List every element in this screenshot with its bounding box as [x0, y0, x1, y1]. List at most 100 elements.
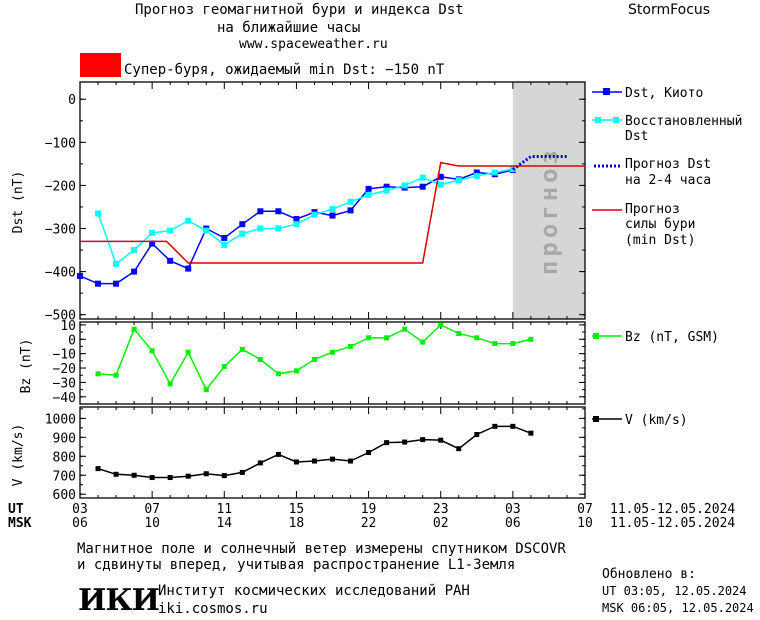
ut-tick-label: 11 [216, 502, 232, 517]
forecast-region-label: прогноз [535, 146, 563, 275]
legend-forecast-1: Прогноз Dst [625, 157, 711, 172]
bz-ytick-label: −10 [53, 348, 76, 363]
dst-series-1-line [97, 168, 513, 266]
msk-tick-label: 18 [289, 516, 305, 531]
bz-ytick-label: 10 [60, 319, 76, 334]
dst-series-0-point [167, 257, 174, 264]
dst-series-0-point [185, 265, 192, 272]
dst-series-3-line [80, 161, 585, 264]
dst-series-0-point [419, 183, 426, 190]
ut-axis-label: UT [8, 502, 24, 517]
site-link[interactable]: www.spaceweather.ru [239, 37, 388, 52]
msk-tick-label: 02 [433, 516, 449, 531]
bz-series-0-point [366, 335, 372, 341]
v-series-0-point [330, 456, 335, 462]
dst-series-1-point [455, 177, 462, 184]
bz-series-0-point [420, 339, 426, 345]
dst-series-0-point [149, 240, 156, 247]
dst-series-0-point [437, 173, 444, 180]
bz-series-0-point [239, 346, 245, 352]
bz-series-0-point [275, 371, 281, 377]
storm-forecast-text: Супер-буря, ожидаемый min Dst: −150 nT [124, 62, 445, 78]
legend-restored-marker [595, 117, 601, 123]
measurement-note-line2: и сдвинуты вперед, учитывая распростране… [77, 557, 516, 573]
dst-series-1-point [221, 241, 228, 248]
ut-tick-label: 07 [577, 502, 593, 517]
dst-series-0-point [113, 280, 120, 287]
updated-ut: UT 03:05, 12.05.2024 [602, 584, 747, 598]
measurement-note-line1: Магнитное поле и солнечный ветер измерен… [77, 541, 566, 557]
v-series-0-point [149, 475, 155, 481]
dst-series-0-point [293, 216, 300, 223]
bz-ytick-label: −20 [53, 362, 76, 377]
v-series-0-point [474, 431, 480, 437]
dst-series-1-point [95, 210, 102, 217]
institute-link[interactable]: iki.cosmos.ru [158, 601, 268, 617]
v-series-0-point [528, 430, 534, 436]
dst-ytick-label: −300 [45, 223, 76, 238]
legend-dst-kyoto: Dst, Киото [625, 86, 703, 101]
msk-tick-label: 10 [144, 516, 160, 531]
legend-dst-kyoto-marker [603, 88, 610, 95]
msk-tick-label: 10 [577, 516, 593, 531]
dst-series-0-point [131, 268, 138, 275]
legend-storm-1: Прогноз [625, 202, 680, 217]
dst-series-0-point [275, 208, 282, 215]
bz-ytick-label: −30 [53, 376, 76, 391]
v-series-0-point [492, 423, 498, 429]
updated-label: Обновлено в: [602, 567, 696, 582]
bz-series-0-point [311, 356, 317, 362]
dst-series-1-point [383, 187, 390, 194]
v-series-0-point [257, 460, 263, 466]
dst-series-1-point [365, 191, 372, 198]
dst-panel: прогноз 0 −100 −200 −300 −400 −500 [45, 81, 586, 324]
ut-tick-label: 03 [505, 502, 521, 517]
v-series-0-point [275, 451, 281, 457]
legend-restored-1: Восстановленный [625, 114, 742, 129]
v-ytick-label: 1000 [45, 412, 76, 427]
dst-ytick-label: 0 [68, 93, 76, 108]
dst-series-0-point [329, 212, 336, 219]
ut-tick-label: 03 [72, 502, 88, 517]
dst-series-1-point [275, 225, 282, 232]
bz-ytick-label: −40 [53, 391, 76, 406]
v-series-0-point [293, 459, 299, 465]
dst-series-1-point [131, 247, 138, 254]
v-panel: 1000 900 800 700 600 [45, 406, 586, 503]
dst-series-1-point [473, 172, 480, 179]
dst-series-1-point [185, 217, 192, 224]
dst-ytick-label: −200 [45, 179, 76, 194]
legend-bz-marker [593, 333, 599, 339]
bz-series-0-point [438, 322, 444, 328]
dst-series-0-point [383, 183, 390, 190]
bz-series-0-point [95, 371, 101, 377]
v-series-0-point [420, 437, 426, 443]
dst-ytick-label: −400 [45, 266, 76, 281]
msk-date-range: 11.05-12.05.2024 [610, 516, 735, 531]
dst-series-0-point [221, 234, 228, 241]
v-series-0-point [366, 450, 372, 455]
bz-axis-title: Bz (nT) [19, 339, 34, 394]
dst-axis-title: Dst (nT) [11, 171, 26, 234]
dst-series-2-line [511, 155, 567, 171]
v-series-0-point [456, 446, 462, 452]
bz-series-0-point [528, 336, 534, 342]
v-series-0-point [438, 437, 444, 443]
v-ytick-label: 700 [53, 469, 76, 484]
dst-series-1-point [113, 260, 120, 267]
dst-ytick-label: −100 [45, 136, 76, 151]
chart-title-line2: на ближайшие часы [217, 20, 361, 36]
v-series-0-point [185, 473, 191, 479]
legend-v: V (km/s) [625, 413, 688, 428]
dst-series-1-point [257, 225, 264, 232]
v-series-0-point [311, 458, 317, 464]
dst-series-0-point [257, 208, 264, 215]
v-series-0-point [131, 472, 137, 478]
bz-series-0-point [456, 331, 462, 337]
dst-series-1-point [419, 174, 426, 181]
v-series-0-point [113, 471, 119, 477]
dst-series-1-point [293, 221, 300, 228]
legend-storm-2: силы бури [625, 217, 695, 232]
ut-tick-label: 07 [144, 502, 160, 517]
